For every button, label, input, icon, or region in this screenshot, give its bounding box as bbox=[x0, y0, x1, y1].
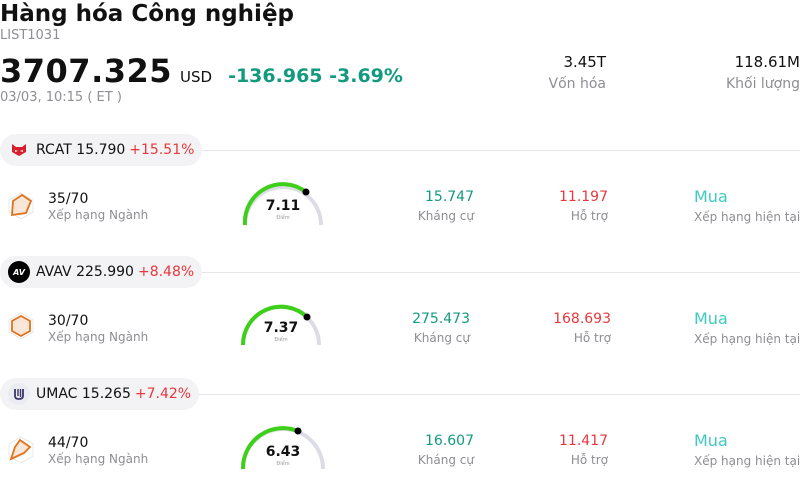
stock-change-pct: +7.42% bbox=[134, 386, 192, 402]
score-value: 7.11 bbox=[265, 198, 301, 214]
stock-symbol-price: UMAC 15.265 bbox=[36, 386, 131, 402]
divider bbox=[202, 272, 800, 273]
support-label: Hỗ trợ bbox=[570, 453, 608, 467]
rating-label: Xếp hạng hiện tại bbox=[694, 210, 800, 224]
divider bbox=[202, 150, 800, 151]
score-label: Điểm bbox=[276, 215, 290, 221]
volume-label: Khối lượng bbox=[725, 76, 800, 92]
industry-rank-value: 44/70 bbox=[48, 435, 89, 451]
resistance: 15.747 Kháng cự bbox=[418, 188, 474, 226]
score-gauge: 7.37 Điểm bbox=[238, 302, 328, 352]
gauge-arc-icon bbox=[240, 304, 321, 346]
industry-rank-label: Xếp hạng Ngành bbox=[48, 330, 149, 344]
timestamp: 03/03, 10:15 ( ET ) bbox=[0, 90, 122, 105]
resistance-label: Kháng cự bbox=[417, 453, 474, 467]
gauge-arc-icon bbox=[242, 182, 323, 226]
umac-logo-icon bbox=[8, 383, 30, 405]
support: 11.197 Hỗ trợ bbox=[559, 188, 608, 226]
industry-radar-icon bbox=[8, 436, 34, 464]
industry-rank-value: 35/70 bbox=[48, 191, 89, 207]
industry-rank: 30/70 Xếp hạng Ngành bbox=[48, 313, 148, 345]
stock-change-pct: +8.48% bbox=[137, 264, 195, 280]
av-logo-icon: AV bbox=[8, 261, 30, 283]
price-change: -136.965 -3.69% bbox=[228, 65, 403, 87]
volume-stat: 118.61M Khối lượng bbox=[726, 52, 800, 96]
gauge-arc-icon bbox=[240, 426, 325, 470]
score-gauge: 6.43 Điểm bbox=[238, 424, 328, 474]
price-row: 3707.325 USD -136.965 -3.69% bbox=[0, 52, 403, 90]
page-title: Hàng hóa Công nghiệp bbox=[0, 1, 295, 27]
resistance-label: Kháng cự bbox=[413, 331, 470, 345]
support-label: Hỗ trợ bbox=[570, 209, 608, 223]
rating-value: Mua bbox=[694, 187, 728, 206]
volume-value: 118.61M bbox=[734, 53, 800, 71]
score-value: 7.37 bbox=[263, 320, 299, 336]
rating-label: Xếp hạng hiện tại bbox=[694, 454, 800, 468]
resistance-value: 275.473 bbox=[412, 311, 470, 327]
market-cap-label: Vốn hóa bbox=[548, 76, 606, 92]
industry-radar-icon bbox=[8, 312, 34, 340]
industry-rank-label: Xếp hạng Ngành bbox=[48, 208, 149, 222]
stock-pill-avav[interactable]: AV AVAV 225.990 +8.48% bbox=[0, 256, 203, 288]
support-value: 11.197 bbox=[559, 189, 608, 205]
rating-label: Xếp hạng hiện tại bbox=[694, 332, 800, 346]
svg-text:AV: AV bbox=[12, 268, 26, 277]
score-value: 6.43 bbox=[265, 444, 301, 460]
resistance: 275.473 Kháng cự bbox=[412, 310, 470, 348]
stock-symbol-price: AVAV 225.990 bbox=[36, 264, 134, 280]
stock-pill-rcat[interactable]: RCAT 15.790 +15.51% bbox=[0, 134, 203, 166]
support-label: Hỗ trợ bbox=[573, 331, 611, 345]
divider bbox=[198, 394, 800, 395]
support: 168.693 Hỗ trợ bbox=[553, 310, 611, 348]
market-cap-value: 3.45T bbox=[563, 53, 606, 71]
red-cat-icon bbox=[8, 139, 30, 161]
support: 11.417 Hỗ trợ bbox=[559, 432, 608, 470]
industry-radar-icon bbox=[8, 192, 34, 220]
current-rating: Mua Xếp hạng hiện tại bbox=[694, 187, 800, 227]
rating-value: Mua bbox=[694, 309, 728, 328]
industry-rank-value: 30/70 bbox=[48, 313, 89, 329]
current-rating: Mua Xếp hạng hiện tại bbox=[694, 431, 800, 471]
resistance: 16.607 Kháng cự bbox=[418, 432, 474, 470]
current-rating: Mua Xếp hạng hiện tại bbox=[694, 309, 800, 349]
score-label: Điểm bbox=[274, 337, 288, 343]
rating-value: Mua bbox=[694, 431, 728, 450]
support-value: 168.693 bbox=[553, 311, 611, 327]
list-code: LIST1031 bbox=[0, 28, 61, 43]
industry-rank: 44/70 Xếp hạng Ngành bbox=[48, 435, 148, 467]
stock-symbol-price: RCAT 15.790 bbox=[36, 142, 126, 158]
market-cap-stat: 3.45T Vốn hóa bbox=[549, 52, 606, 96]
resistance-label: Kháng cự bbox=[417, 209, 474, 223]
industry-rank-label: Xếp hạng Ngành bbox=[48, 452, 149, 466]
stock-pill-umac[interactable]: UMAC 15.265 +7.42% bbox=[0, 378, 200, 410]
score-gauge: 7.11 Điểm bbox=[238, 180, 328, 230]
support-value: 11.417 bbox=[559, 433, 608, 449]
index-price: 3707.325 bbox=[0, 52, 173, 90]
resistance-value: 16.607 bbox=[425, 433, 474, 449]
industry-rank: 35/70 Xếp hạng Ngành bbox=[48, 191, 148, 223]
resistance-value: 15.747 bbox=[425, 189, 474, 205]
stock-change-pct: +15.51% bbox=[129, 142, 195, 158]
currency-label: USD bbox=[180, 68, 213, 86]
score-label: Điểm bbox=[276, 461, 290, 467]
